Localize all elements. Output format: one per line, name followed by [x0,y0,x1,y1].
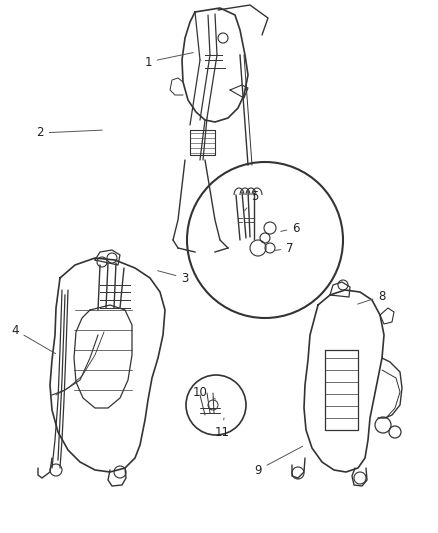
Text: 7: 7 [275,241,294,254]
Text: 4: 4 [11,324,56,353]
Text: 1: 1 [144,53,193,69]
Text: 5: 5 [245,190,259,211]
Text: 10: 10 [193,386,215,400]
Text: 6: 6 [281,222,300,235]
Text: 8: 8 [358,289,386,304]
Text: 11: 11 [215,418,230,439]
Text: 2: 2 [36,126,102,140]
Text: 9: 9 [254,446,303,477]
Text: 3: 3 [158,271,189,285]
